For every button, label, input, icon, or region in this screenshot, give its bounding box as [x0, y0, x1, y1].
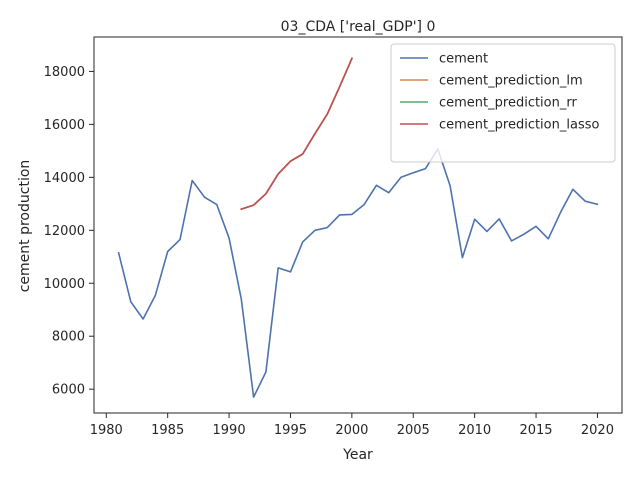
y-tick-label: 10000	[44, 277, 85, 292]
legend-label: cement_prediction_lm	[439, 74, 583, 89]
y-tick-label: 8000	[52, 330, 85, 345]
x-tick-label: 2000	[335, 423, 368, 438]
axes: 1980 1985 1990 1995 2000 2005 2010 2015 2020 6000…	[44, 36, 623, 438]
chart-title: 03_CDA ['real_GDP'] 0	[281, 19, 436, 35]
series-line-cement	[117, 148, 599, 398]
x-tick-label: 1985	[151, 423, 184, 438]
x-tick-label: 1980	[90, 423, 123, 438]
y-tick-label: 16000	[44, 118, 85, 133]
x-tick-label: 1990	[213, 423, 246, 438]
x-tick-label: 1995	[274, 423, 307, 438]
x-tick-label: 2005	[397, 423, 430, 438]
series-line-cement_prediction_lasso	[240, 57, 353, 211]
legend-label: cement_prediction_lasso	[439, 118, 599, 133]
legend: cement cement_prediction_lm cement_predict…	[390, 43, 616, 163]
x-tick-label: 2010	[458, 423, 491, 438]
x-tick-label: 2020	[581, 423, 614, 438]
y-tick-label: 14000	[44, 171, 85, 186]
legend-label: cement	[439, 52, 488, 67]
x-axis-label: Year	[342, 447, 373, 463]
y-tick-label: 12000	[44, 224, 85, 239]
legend-box	[390, 43, 616, 163]
axes-frame	[93, 36, 623, 414]
legend-label: cement_prediction_rr	[439, 96, 577, 111]
plot-area	[117, 57, 599, 398]
y-tick-label: 6000	[52, 383, 85, 398]
y-tick-label: 18000	[44, 65, 85, 80]
x-tick-label: 2015	[519, 423, 552, 438]
y-axis-label: cement production	[17, 160, 33, 293]
